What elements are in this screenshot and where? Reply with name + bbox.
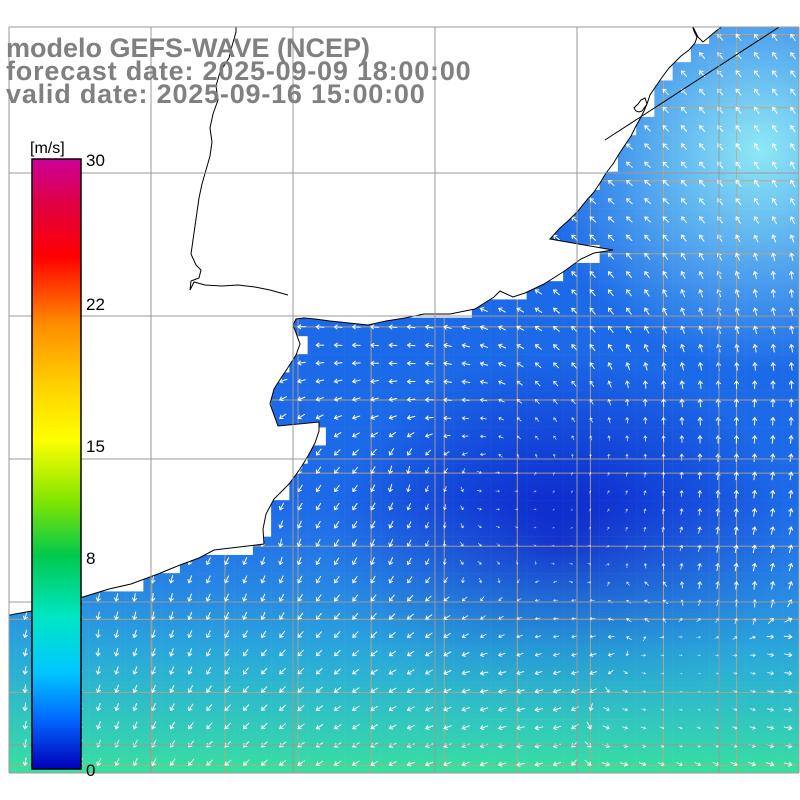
- svg-text:30: 30: [86, 151, 105, 170]
- svg-text:[m/s]: [m/s]: [30, 140, 65, 157]
- svg-text:22: 22: [86, 295, 105, 314]
- svg-text:15: 15: [86, 437, 105, 456]
- svg-text:8: 8: [86, 549, 95, 568]
- svg-text:0: 0: [86, 761, 95, 780]
- svg-text:valid date: 2025-09-16 15:00:0: valid date: 2025-09-16 15:00:00: [6, 79, 426, 109]
